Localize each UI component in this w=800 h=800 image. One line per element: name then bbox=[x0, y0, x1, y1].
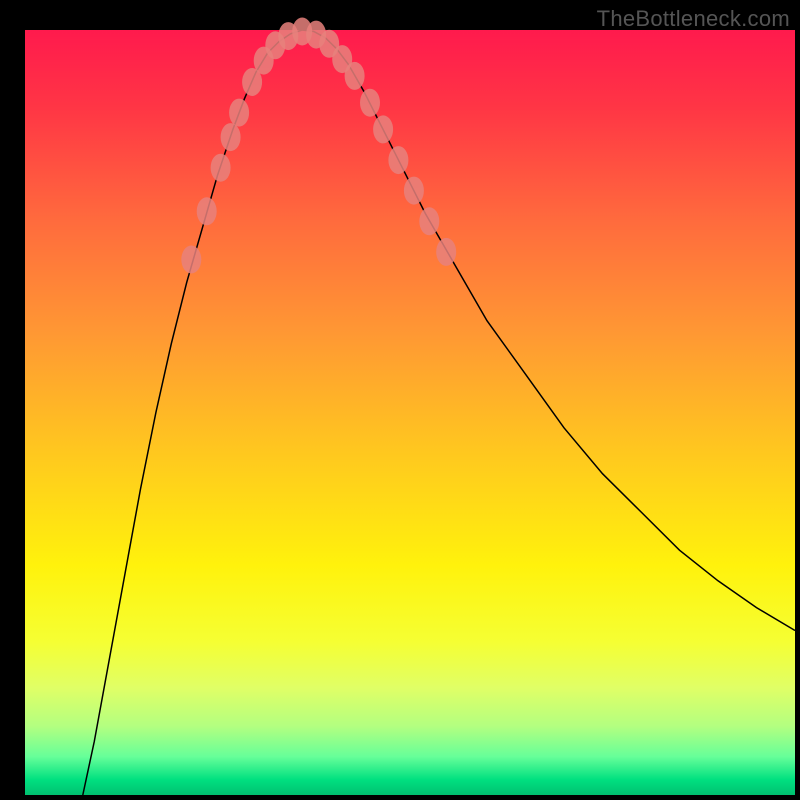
watermark-text: TheBottleneck.com bbox=[597, 6, 790, 32]
curve-marker bbox=[221, 123, 241, 151]
curve-marker bbox=[373, 115, 393, 143]
curve-marker bbox=[345, 62, 365, 90]
curve-marker bbox=[197, 197, 217, 225]
curve-marker bbox=[419, 207, 439, 235]
curve-marker bbox=[404, 177, 424, 205]
curve-marker bbox=[229, 99, 249, 127]
curve-marker bbox=[181, 246, 201, 274]
curve-marker bbox=[436, 238, 456, 266]
curve-marker bbox=[211, 154, 231, 182]
chart-container: TheBottleneck.com bbox=[0, 0, 800, 800]
curve-marker bbox=[388, 146, 408, 174]
chart-canvas bbox=[0, 0, 800, 800]
curve-marker bbox=[360, 89, 380, 117]
plot-background bbox=[25, 30, 795, 795]
